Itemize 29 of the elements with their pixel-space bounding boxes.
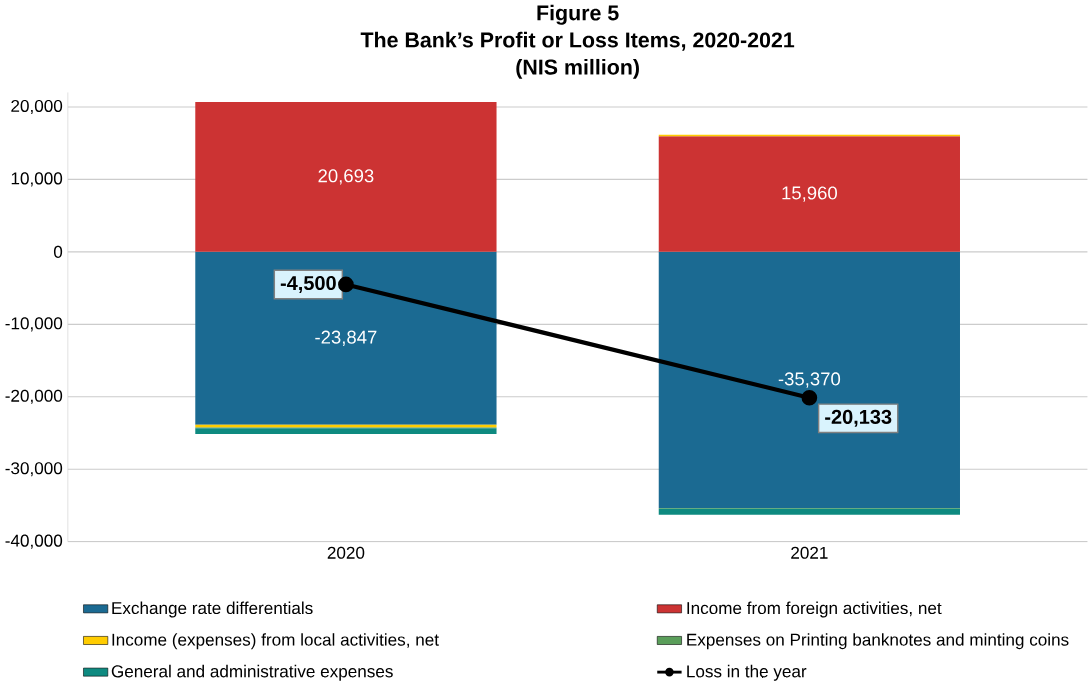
legend-label: Loss in the year [687,664,807,681]
legend-label: Income from foreign activities, net [687,601,942,618]
chart-subtitle: The Bank’s Profit or Loss Items, 2020-2021 [360,31,795,51]
y-tick-label: 10,000 [11,172,63,187]
y-tick-label: -10,000 [5,317,63,332]
data-label: -4,500 [280,275,336,293]
legend-label: Exchange rate differentials [112,601,313,618]
x-tick-label: 2021 [791,546,828,559]
y-tick-label: -20,000 [5,389,63,404]
data-label: -35,370 [778,372,841,388]
y-tick-label: -40,000 [5,534,63,549]
text: (NIS million) [516,58,639,79]
bar [195,428,497,434]
legend-label: Income (expenses) from local activities, net [112,633,439,650]
bar [195,101,497,252]
data-label: -20,133 [825,409,892,427]
legend-label: General and administrative expenses [111,664,393,681]
data-label: 15,960 [782,186,837,202]
bar [658,251,960,509]
data-label: 20,693 [318,169,374,185]
y-tick-label: 0 [53,245,63,258]
bar [658,136,960,252]
y-tick-label: 20,000 [11,99,63,114]
legend-label: Expenses on Printing banknotes and minting coins [687,633,1069,650]
x-tick-label: 2020 [327,546,365,559]
chart-title: Figure 5 [537,4,619,25]
y-tick-label: -30,000 [5,462,63,477]
bar [658,508,960,515]
data-label: -23,847 [315,330,377,346]
